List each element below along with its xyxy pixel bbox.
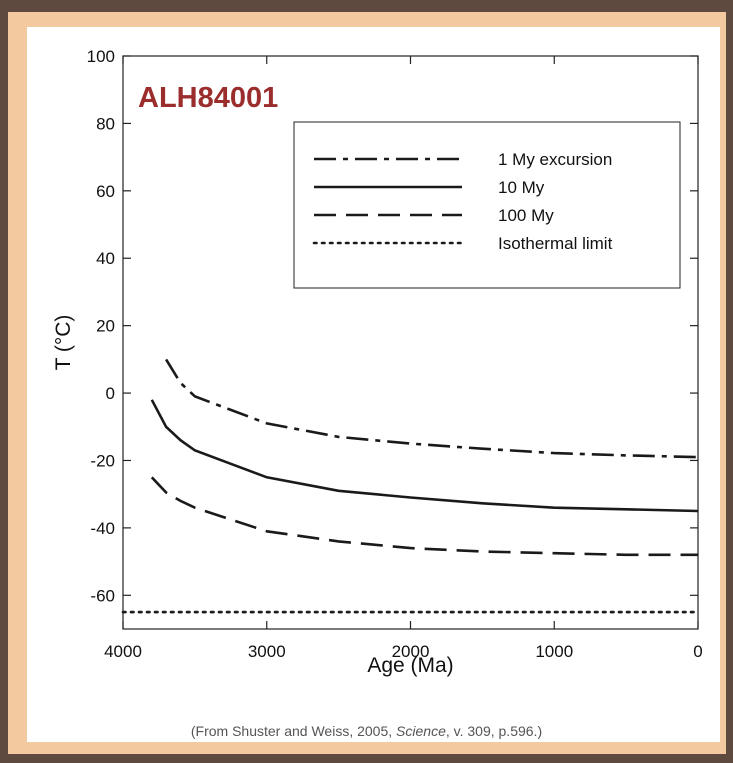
- y-axis-label: T (°C): [52, 315, 75, 371]
- x-tick-label: 2000: [392, 642, 430, 661]
- y-tick-label: -60: [90, 586, 115, 605]
- y-tick-label: 20: [96, 317, 115, 336]
- series-line-0: [164, 358, 699, 459]
- x-tick-label: 1000: [535, 642, 573, 661]
- y-tick-label: -20: [90, 451, 115, 470]
- series-line-2: [150, 476, 698, 557]
- x-tick-label: 3000: [248, 642, 286, 661]
- legend-label: Isothermal limit: [498, 234, 613, 253]
- x-tick-label: 4000: [104, 642, 142, 661]
- caption-suffix: , v. 309, p.596.): [445, 723, 543, 739]
- legend-box: [293, 121, 681, 289]
- x-axis-label: Age (Ma): [367, 654, 453, 677]
- legend-label: 1 My excursion: [498, 150, 612, 169]
- y-tick-label: 80: [96, 114, 115, 133]
- y-tick-label: 0: [106, 384, 115, 403]
- figure-caption: (From Shuster and Weiss, 2005, Science, …: [0, 723, 733, 739]
- y-tick-label: 40: [96, 249, 115, 268]
- x-tick-label: 0: [693, 642, 702, 661]
- legend-label: 100 My: [498, 206, 554, 225]
- caption-prefix: (From Shuster and Weiss, 2005,: [190, 723, 397, 739]
- series-line-1: [150, 399, 699, 513]
- caption-journal: Science: [396, 723, 446, 739]
- chart-title: ALH84001: [138, 82, 278, 114]
- y-tick-label: -40: [90, 519, 115, 538]
- y-tick-label: 100: [87, 47, 115, 66]
- y-tick-label: 60: [96, 182, 115, 201]
- legend-label: 10 My: [498, 178, 545, 197]
